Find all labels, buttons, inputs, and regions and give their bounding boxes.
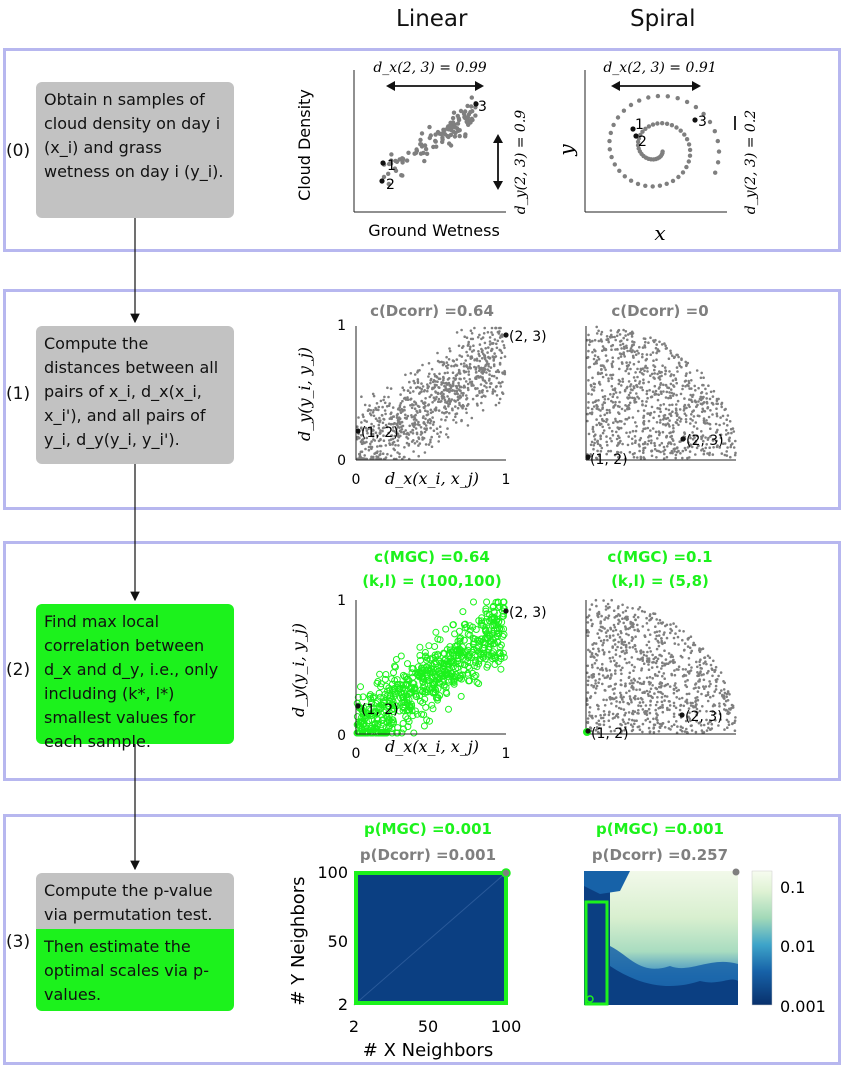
row0-linear-dy: d_y(2, 3) = 0.9 — [513, 110, 529, 214]
row3-linear-xtick-2: 2 — [349, 1017, 359, 1036]
step-label-2: (2) — [6, 660, 31, 680]
row3-spiral-cb-top: 0.1 — [780, 878, 805, 897]
row0-linear-ylabel: Cloud Density — [295, 89, 314, 201]
row0-spiral-ylabel: y — [554, 144, 578, 157]
row3-linear-ytick-2: 2 — [338, 995, 348, 1014]
column-header-linear: Linear — [396, 6, 468, 32]
row3-linear-plot: p(MGC) =0.001 p(Dcorr) =0.001 100 50 2 2… — [288, 820, 522, 1061]
row3-spiral-cb-mid: 0.01 — [780, 937, 816, 956]
row3-linear-pmgc: p(MGC) =0.001 — [364, 820, 492, 838]
row1-linear-title: c(Dcorr) =0.64 — [370, 302, 494, 320]
row0-spiral-plot: d_x(2, 3) = 0.91 d_y(2, 3) = 0.2 y x 1 2… — [554, 60, 759, 245]
row2-linear-ytick-bottom: 0 — [337, 728, 346, 744]
step-box-1: Compute the distances between all pairs … — [36, 326, 234, 464]
row3-spiral-pmgc: p(MGC) =0.001 — [596, 820, 724, 838]
row2-spiral-title1: c(MGC) =0.1 — [607, 548, 712, 566]
row3-spiral-colorbar — [751, 870, 773, 1006]
row3-linear-ytick-50: 50 — [328, 932, 348, 951]
row1-linear-xtick-right: 1 — [502, 472, 511, 488]
row1-spiral-plot: c(Dcorr) =0 (1, 2) (2, 3) — [585, 302, 737, 468]
row3-linear-pdcorr: p(Dcorr) =0.001 — [360, 846, 496, 864]
row2-spiral-p12: (1, 2) — [591, 726, 629, 742]
row0-linear-plot: d_x(2, 3) = 0.99 d_y(2, 3) = 0.9 Cloud D… — [295, 60, 529, 240]
step-label-1: (1) — [6, 384, 31, 404]
step-box-0: Obtain n samples of cloud density on day… — [36, 82, 234, 218]
row0-linear-pt1: 1 — [387, 158, 396, 174]
row3-linear-xlabel: # X Neighbors — [363, 1040, 493, 1061]
row1-linear-ytick-top: 1 — [337, 318, 346, 334]
row1-linear-ytick-bottom: 0 — [337, 453, 346, 469]
row0-linear-dx: d_x(2, 3) = 0.99 — [373, 60, 486, 76]
row3-linear-ytick-100: 100 — [317, 863, 348, 882]
row0-linear-xlabel: Ground Wetness — [368, 221, 500, 240]
row0-spiral-pt1: 1 — [635, 117, 644, 133]
row2-spiral-title2: (k,l) = (5,8) — [611, 572, 709, 590]
row2-linear-xtick-left: 0 — [352, 746, 361, 762]
column-header-spiral: Spiral — [630, 6, 696, 32]
row1-spiral-p23: (2, 3) — [686, 433, 724, 449]
row2-linear-xlabel: d_x(x_i, x_j) — [385, 737, 479, 756]
row0-spiral-points — [607, 93, 722, 189]
step-box-2: Find max local correlation between d_x a… — [36, 604, 234, 751]
row1-linear-cloud — [355, 326, 507, 461]
row2-spiral-plot: c(MGC) =0.1 (k,l) = (5,8) (1, 2) (2, 3) — [583, 548, 737, 742]
row1-spiral-title: c(Dcorr) =0 — [611, 302, 708, 320]
row3-spiral-plot: p(MGC) =0.001 p(Dcorr) =0.257 0.1 0.01 0… — [584, 820, 826, 1016]
row2-linear-p12: (1, 2) — [361, 702, 399, 718]
row2-linear-cloud — [353, 598, 508, 737]
row1-linear-xtick-left: 0 — [352, 472, 361, 488]
row0-spiral-dx: d_x(2, 3) = 0.91 — [603, 60, 716, 76]
row1-linear-p23: (2, 3) — [509, 329, 547, 345]
step-box-3-top: Compute the p-value via permutation test… — [36, 873, 234, 929]
row1-linear-p12: (1, 2) — [361, 425, 399, 441]
row0-spiral-xlabel: x — [654, 221, 665, 245]
row2-linear-xtick-right: 1 — [502, 746, 511, 762]
row2-linear-p23: (2, 3) — [509, 605, 547, 621]
row1-linear-plot: c(Dcorr) =0.64 1 0 0 1 d_y(y_i, y_j) d_x… — [295, 302, 547, 488]
row0-linear-pt3: 3 — [478, 99, 487, 115]
row0-spiral-pt2: 2 — [638, 134, 647, 150]
row3-spiral-cb-bottom: 0.001 — [780, 997, 826, 1016]
row2-spiral-cloud — [585, 598, 737, 735]
row1-spiral-p12: (1, 2) — [590, 452, 628, 468]
row0-spiral-dy: d_y(2, 3) = 0.2 — [743, 110, 759, 214]
row2-linear-ytick-top: 1 — [337, 593, 346, 609]
row2-linear-plot: c(MGC) =0.64 (k,l) = (100,100) 1 0 0 1 d… — [289, 548, 547, 762]
row3-linear-ylabel: # Y Neighbors — [288, 876, 309, 1005]
row2-spiral-p23: (2, 3) — [685, 709, 723, 725]
row3-linear-xtick-100: 100 — [491, 1017, 522, 1036]
row3-spiral-pdcorr: p(Dcorr) =0.257 — [592, 846, 728, 864]
row0-spiral-pt3: 3 — [698, 114, 707, 130]
step-label-0: (0) — [6, 141, 31, 161]
row2-linear-title2: (k,l) = (100,100) — [362, 572, 502, 590]
step-label-3: (3) — [6, 932, 31, 952]
row1-linear-xlabel: d_x(x_i, x_j) — [385, 469, 479, 488]
step-box-3-bottom: Then estimate the optimal scales via p-v… — [36, 929, 234, 1011]
row2-linear-title1: c(MGC) =0.64 — [374, 548, 490, 566]
row2-linear-ylabel: d_y(y_i, y_j) — [289, 623, 308, 717]
row1-linear-ylabel: d_y(y_i, y_j) — [295, 347, 314, 441]
row0-linear-pt2: 2 — [386, 177, 395, 193]
row3-linear-xtick-50: 50 — [418, 1017, 438, 1036]
row1-spiral-cloud — [585, 325, 737, 460]
row0-linear-points — [381, 95, 478, 187]
